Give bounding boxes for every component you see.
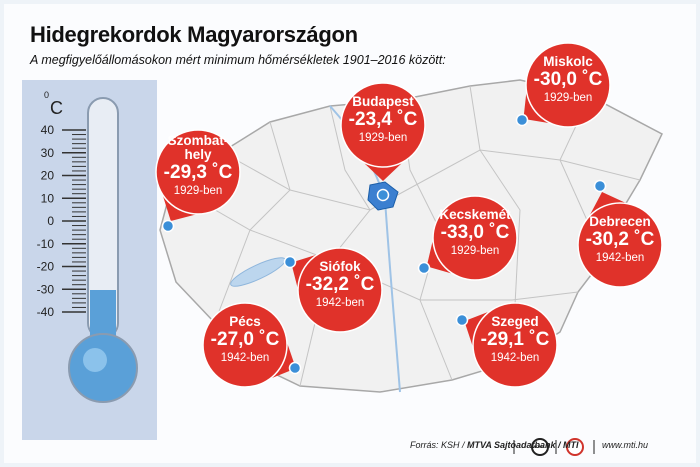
city-year: 1929-ben (173, 185, 223, 197)
city-label: Pécs -27,0 ˚C 1942-ben (203, 315, 287, 365)
marker-pointer (362, 161, 404, 181)
city-year: 1942-ben (490, 352, 540, 364)
city-year: 1929-ben (358, 132, 408, 144)
city-label: Miskolc -30,0 ˚C 1929-ben (526, 55, 610, 105)
city-temperature: -29,3 ˚C (163, 162, 233, 183)
marker-bubble (340, 82, 426, 168)
tick-label: 40 (41, 123, 55, 137)
tick-label: -40 (37, 305, 55, 319)
city-name: Szombat- hely (167, 133, 229, 162)
city-dot (161, 219, 175, 233)
marker-bubble (297, 247, 383, 333)
city-temperature: -32,2 ˚C (305, 274, 375, 295)
city-year: 1929-ben (450, 245, 500, 257)
footer-url: www.mti.hu (602, 440, 649, 450)
title: Hidegrekordok Magyarországon (30, 22, 358, 47)
city-temperature: -33,0 ˚C (440, 222, 510, 243)
city-year: 1942-ben (315, 297, 365, 309)
city-name: Szeged (491, 314, 539, 329)
city-year: 1942-ben (595, 252, 645, 264)
marker-bubble (472, 302, 558, 388)
city-name: Pécs (229, 314, 261, 329)
city-dot (376, 188, 390, 202)
tick-label: 10 (41, 191, 55, 205)
marker-bubble (525, 42, 611, 128)
city-dot (288, 361, 302, 375)
city-label: Szombat- hely -29,3 ˚C 1929-ben (156, 134, 240, 198)
city-name: Siófok (319, 259, 361, 274)
city-name: Kecskemét (439, 207, 511, 222)
tick-label: -30 (37, 282, 55, 296)
city-year: 1929-ben (543, 92, 593, 104)
logo (566, 438, 584, 456)
tick-label: 30 (41, 146, 55, 160)
source: Forrás: KSH / (410, 440, 468, 450)
city-label: Szeged -29,1 ˚C 1942-ben (473, 315, 557, 365)
agency: MTVA Sajtóadatbank / MTI (467, 440, 579, 450)
logo (531, 438, 549, 456)
footer-logos (513, 438, 595, 456)
city-temperature: -30,0 ˚C (533, 69, 603, 90)
marker-bubble (202, 302, 288, 388)
city-temperature: -23,4 ˚C (348, 109, 418, 130)
tick-label: 20 (41, 169, 55, 183)
city-name: Miskolc (543, 54, 593, 69)
tick-label: -20 (37, 260, 55, 274)
city-label: Debrecen -30,2 ˚C 1942-ben (578, 215, 662, 265)
marker-bubble (155, 129, 241, 215)
footer-source: Forrás: KSH / MTVA Sajtóadatbank / MTI (410, 440, 579, 450)
city-temperature: -30,2 ˚C (585, 229, 655, 250)
city-name: Debrecen (589, 214, 651, 229)
city-dot (515, 113, 529, 127)
unit: C (50, 98, 63, 118)
logo-text: MTVA (532, 444, 544, 449)
city-year: 1942-ben (220, 352, 270, 364)
city-markers (155, 42, 663, 388)
city-label: Budapest -23,4 ˚C 1929-ben (341, 95, 425, 145)
city-dot (417, 261, 431, 275)
marker-bubble (432, 195, 518, 281)
city-label: Siófok -32,2 ˚C 1942-ben (298, 260, 382, 310)
tick-label: -10 (37, 237, 55, 251)
city-dot (593, 179, 607, 193)
unit-mark: 0 (44, 90, 49, 100)
city-temperature: -29,1 ˚C (480, 329, 550, 350)
city-name: Budapest (352, 94, 414, 109)
city-dot (283, 255, 297, 269)
city-label: Kecskemét -33,0 ˚C 1929-ben (433, 208, 517, 258)
thermometer: 0 C 40 30 20 10 0 -10 -20 -30 -40 (37, 90, 138, 403)
subtitle: A megfigyelőállomásokon mért minimum hőm… (30, 53, 446, 67)
city-dot (455, 313, 469, 327)
city-temperature: -27,0 ˚C (210, 329, 280, 350)
bulb-highlight (83, 348, 107, 372)
marker-bubble (577, 202, 663, 288)
tick-label: 0 (47, 214, 54, 228)
